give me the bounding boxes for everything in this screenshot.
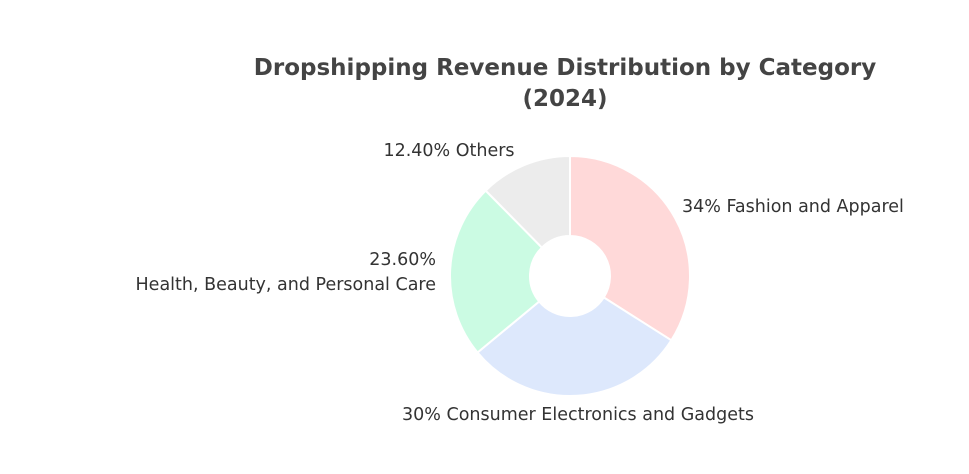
slice-health-beauty-and-personal-care[interactable] <box>449 189 544 354</box>
slice-labels: 34% Fashion and Apparel 30% Consumer Elec… <box>136 141 904 425</box>
slice-consumer-electronics-and-gadgets[interactable] <box>476 296 673 397</box>
slice-label-0-line-0: 34% Fashion and Apparel <box>682 197 904 217</box>
slice-others[interactable] <box>484 154 571 249</box>
donut-slices <box>449 154 691 397</box>
slice-fashion-and-apparel[interactable] <box>569 154 691 342</box>
slice-label-1-line-0: 30% Consumer Electronics and Gadgets <box>402 405 754 425</box>
chart-title-line-2: (2024) <box>522 86 607 112</box>
slice-label-3-line-0: 12.40% Others <box>383 141 514 161</box>
chart-title-line-1: Dropshipping Revenue Distribution by Cat… <box>254 55 876 81</box>
slice-label-2-line-1: Health, Beauty, and Personal Care <box>136 275 436 295</box>
slice-label-2-line-0: 23.60% <box>369 250 436 270</box>
